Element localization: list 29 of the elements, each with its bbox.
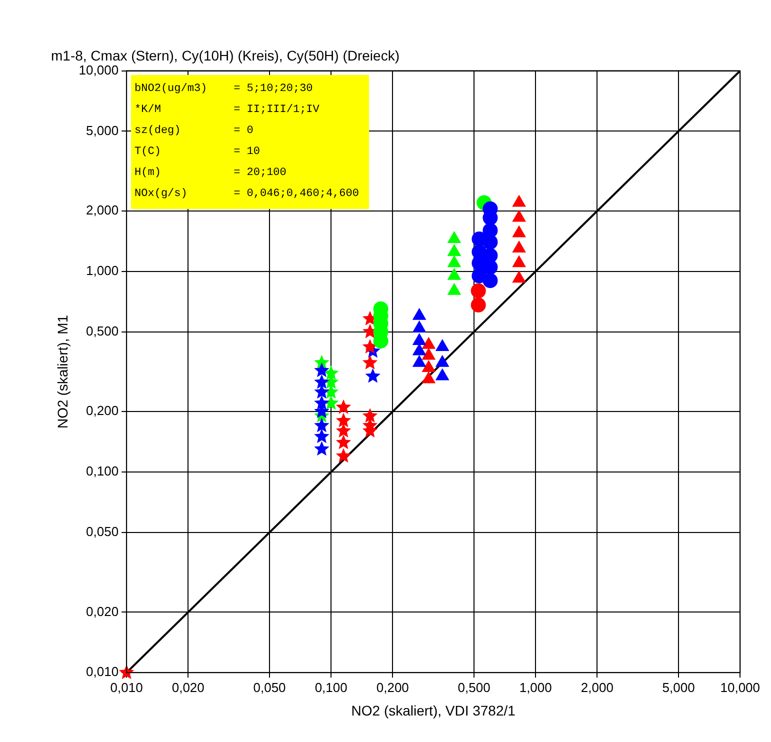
annotation: T(C) = 10 <box>134 144 261 160</box>
annotation: *K/M = II;III/1;IV <box>134 102 320 118</box>
y-tick-label: 0,200 <box>86 403 119 418</box>
x-axis-title: NO2 (skaliert), VDI 3782/1 <box>351 702 516 718</box>
x-tick-label: 0,100 <box>314 680 348 695</box>
y-tick-label: 0,100 <box>86 464 119 479</box>
y-tick-label: 10,000 <box>78 62 119 78</box>
x-tick-label: 10,000 <box>720 680 760 695</box>
x-tick-label: 0,010 <box>110 680 143 695</box>
x-tick-label: 1,000 <box>519 680 552 695</box>
y-tick-label: 0,010 <box>86 664 119 680</box>
y-tick-label: 0,500 <box>86 323 119 338</box>
x-tick-label: 5,000 <box>662 680 695 695</box>
y-tick-label: 0,050 <box>86 524 119 539</box>
annotation: NOx(g/s) = 0,046;0,460;4,600 <box>134 186 359 202</box>
y-tick-label: 0,020 <box>86 604 119 619</box>
x-tick-label: 0,200 <box>376 680 409 695</box>
y-tick-label: 2,000 <box>86 202 119 218</box>
x-tick-label: 0,500 <box>458 680 490 695</box>
y-tick-label: 5,000 <box>86 122 119 138</box>
x-tick-label: 2,000 <box>580 680 614 695</box>
annotation: sz(deg) = 0 <box>134 124 254 139</box>
x-tick-label: 0,050 <box>253 680 286 695</box>
chart-title: m1-8, Cmax (Stern), Cy(10H) (Kreis), Cy(50H) (Dreieck) <box>51 47 400 64</box>
y-axis-title: NO2 (skaliert), M1 <box>54 314 70 428</box>
y-tick-label: 1,000 <box>86 262 119 278</box>
annotation: bNO2(ug/m3) = 5;10;20;30 <box>134 82 314 97</box>
x-tick-label: 0,020 <box>172 680 204 695</box>
annotation: H(m) = 20;100 <box>134 166 288 181</box>
